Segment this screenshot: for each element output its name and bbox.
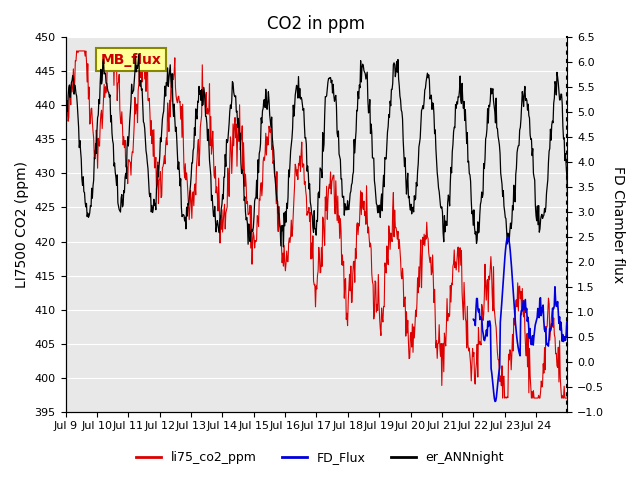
- Legend: li75_co2_ppm, FD_Flux, er_ANNnight: li75_co2_ppm, FD_Flux, er_ANNnight: [131, 446, 509, 469]
- Y-axis label: FD Chamber flux: FD Chamber flux: [611, 166, 625, 283]
- Title: CO2 in ppm: CO2 in ppm: [268, 15, 365, 33]
- Y-axis label: LI7500 CO2 (ppm): LI7500 CO2 (ppm): [15, 161, 29, 288]
- Text: MB_flux: MB_flux: [100, 52, 161, 67]
